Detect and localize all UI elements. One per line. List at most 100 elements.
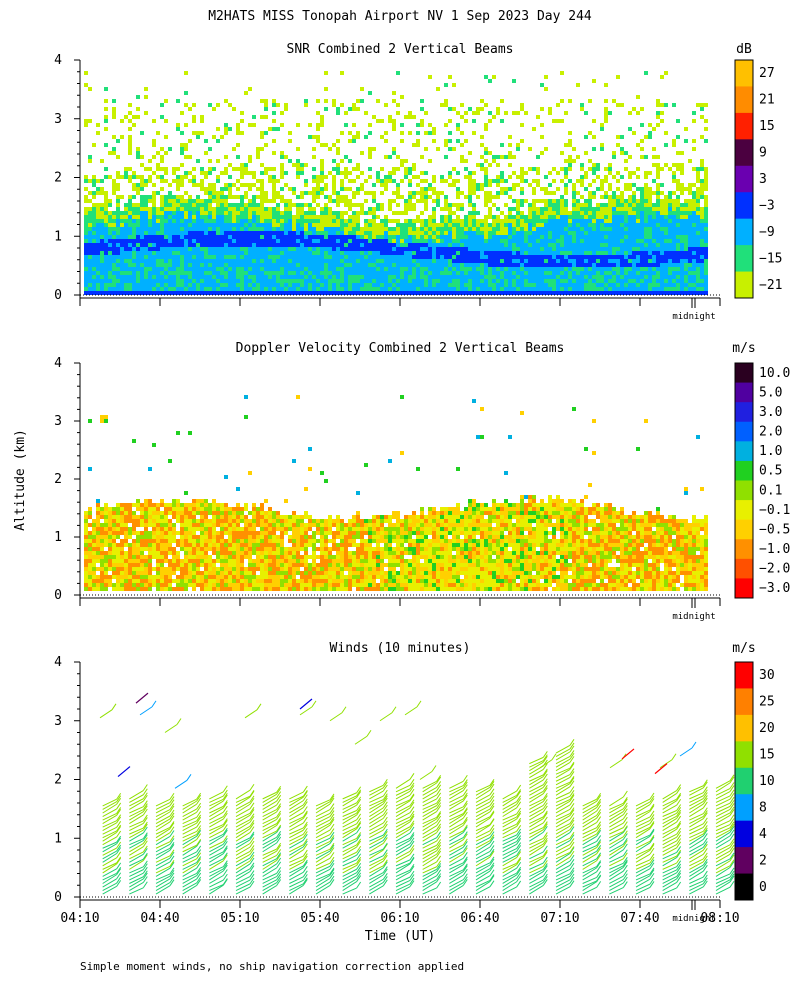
snr-cell: [456, 263, 460, 267]
snr-cell: [600, 127, 604, 131]
snr-cell: [640, 291, 644, 295]
snr-cell: [404, 115, 408, 119]
snr-cell: [704, 219, 708, 223]
snr-cell: [504, 239, 508, 243]
doppler-cell: [96, 555, 100, 559]
snr-cell: [312, 147, 316, 151]
snr-cell: [288, 279, 292, 283]
snr-cell: [296, 123, 300, 127]
snr-cell: [516, 263, 520, 267]
snr-cell: [528, 203, 532, 207]
snr-cell: [468, 191, 472, 195]
snr-cell: [616, 143, 620, 147]
snr-cell: [344, 211, 348, 215]
snr-cell: [264, 263, 268, 267]
snr-cell: [124, 279, 128, 283]
snr-cell: [216, 231, 220, 235]
snr-cell: [480, 107, 484, 111]
snr-cell: [116, 207, 120, 211]
snr-cell: [348, 291, 352, 295]
snr-cell: [564, 243, 568, 247]
snr-cell: [180, 227, 184, 231]
snr-cell: [572, 211, 576, 215]
snr-cell: [588, 279, 592, 283]
snr-cell: [208, 275, 212, 279]
doppler-cell: [100, 523, 104, 527]
snr-cell: [296, 219, 300, 223]
snr-cell: [220, 239, 224, 243]
snr-cell: [276, 239, 280, 243]
snr-cell: [280, 275, 284, 279]
snr-cell: [380, 259, 384, 263]
snr-cell: [516, 147, 520, 151]
snr-cell: [92, 223, 96, 227]
snr-cell: [316, 191, 320, 195]
snr-cell: [328, 235, 332, 239]
snr-cell: [336, 255, 340, 259]
snr-cell: [444, 139, 448, 143]
snr-cell: [276, 211, 280, 215]
snr-cell: [284, 219, 288, 223]
snr-cell: [668, 199, 672, 203]
snr-cell: [208, 239, 212, 243]
snr-cell: [656, 231, 660, 235]
snr-cell: [340, 259, 344, 263]
snr-cell: [288, 291, 292, 295]
snr-cell: [332, 215, 336, 219]
snr-cell: [636, 259, 640, 263]
snr-cell: [216, 127, 220, 131]
snr-cell: [196, 255, 200, 259]
snr-cell: [208, 187, 212, 191]
snr-cell: [528, 223, 532, 227]
snr-cell: [164, 215, 168, 219]
snr-cell: [436, 199, 440, 203]
snr-cell: [496, 111, 500, 115]
snr-cell: [380, 271, 384, 275]
snr-cell: [528, 271, 532, 275]
snr-cell: [300, 171, 304, 175]
snr-cell: [392, 147, 396, 151]
snr-cell: [548, 203, 552, 207]
snr-cell: [572, 231, 576, 235]
snr-cell: [608, 231, 612, 235]
snr-cell: [372, 255, 376, 259]
snr-cell: [220, 171, 224, 175]
snr-cell: [620, 251, 624, 255]
doppler-cell: [112, 579, 116, 583]
snr-cell: [632, 283, 636, 287]
snr-cell: [288, 227, 292, 231]
snr-cell: [520, 191, 524, 195]
snr-cell: [100, 191, 104, 195]
snr-cell: [660, 207, 664, 211]
snr-cell: [608, 171, 612, 175]
snr-cell: [400, 179, 404, 183]
snr-cell: [248, 123, 252, 127]
snr-cell: [672, 239, 676, 243]
snr-cell: [344, 171, 348, 175]
snr-cell: [372, 243, 376, 247]
snr-cell: [296, 147, 300, 151]
snr-cell: [440, 275, 444, 279]
snr-cell: [268, 127, 272, 131]
snr-cell: [84, 175, 88, 179]
snr-cell: [276, 263, 280, 267]
colorbar-label: −15: [759, 251, 782, 266]
snr-cell: [136, 211, 140, 215]
snr-cell: [520, 279, 524, 283]
snr-cell: [364, 291, 368, 295]
snr-cell: [676, 163, 680, 167]
snr-cell: [704, 251, 708, 255]
snr-cell: [560, 227, 564, 231]
snr-cell: [372, 195, 376, 199]
snr-cell: [176, 271, 180, 275]
snr-cell: [324, 71, 328, 75]
snr-cell: [668, 251, 672, 255]
snr-cell: [480, 187, 484, 191]
snr-cell: [516, 223, 520, 227]
snr-cell: [156, 215, 160, 219]
snr-cell: [92, 271, 96, 275]
snr-cell: [192, 215, 196, 219]
snr-cell: [540, 243, 544, 247]
snr-cell: [200, 251, 204, 255]
snr-cell: [452, 211, 456, 215]
